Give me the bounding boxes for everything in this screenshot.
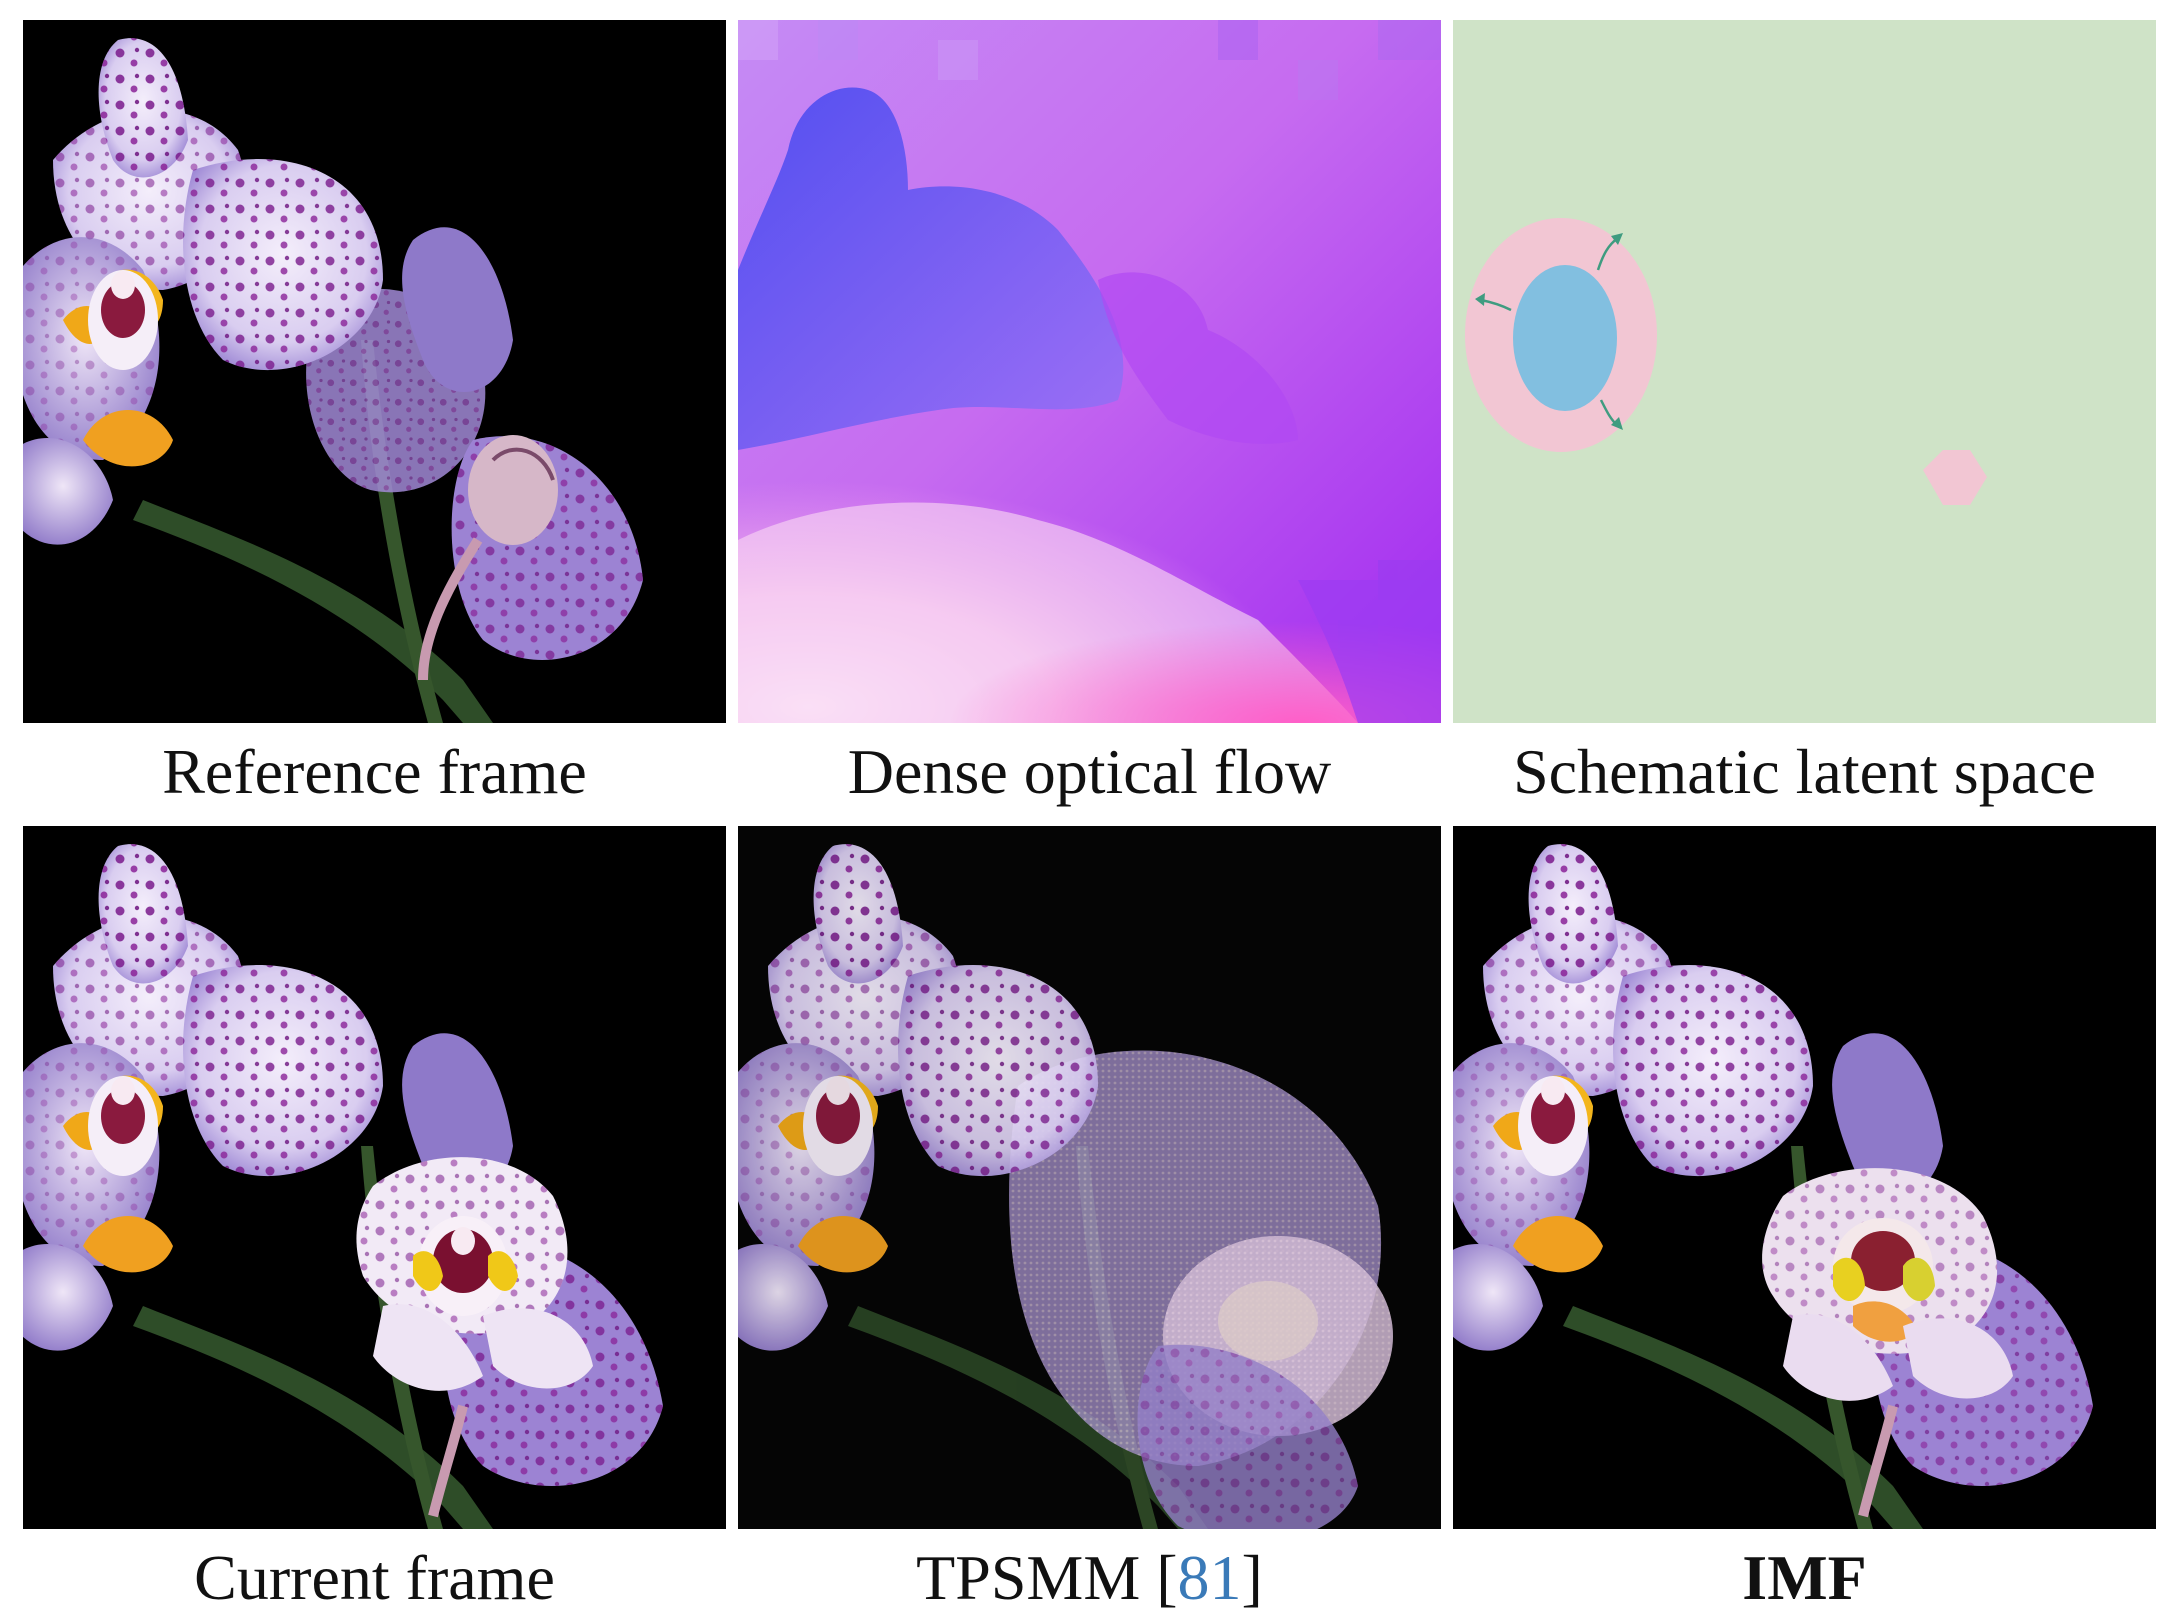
imf-caption: IMF [1742, 1542, 1867, 1613]
schematic-latent-space-image [1453, 20, 2156, 723]
schematic-latent-space-caption: Schematic latent space [1513, 736, 2096, 807]
latent-hexagon [1923, 450, 1987, 505]
reference-frame-image [23, 20, 726, 723]
tpsmm-result-image [738, 826, 1441, 1529]
imf-result-image [1453, 826, 2156, 1529]
dense-optical-flow-image [738, 20, 1441, 723]
latent-core [1513, 265, 1617, 411]
current-frame-image [23, 826, 726, 1529]
citation-link[interactable]: 81 [1177, 1542, 1242, 1613]
reference-frame-caption: Reference frame [162, 736, 587, 807]
current-frame-caption: Current frame [194, 1542, 555, 1613]
tpsmm-caption: TPSMM [81] [916, 1542, 1263, 1613]
dense-optical-flow-caption: Dense optical flow [847, 736, 1332, 807]
